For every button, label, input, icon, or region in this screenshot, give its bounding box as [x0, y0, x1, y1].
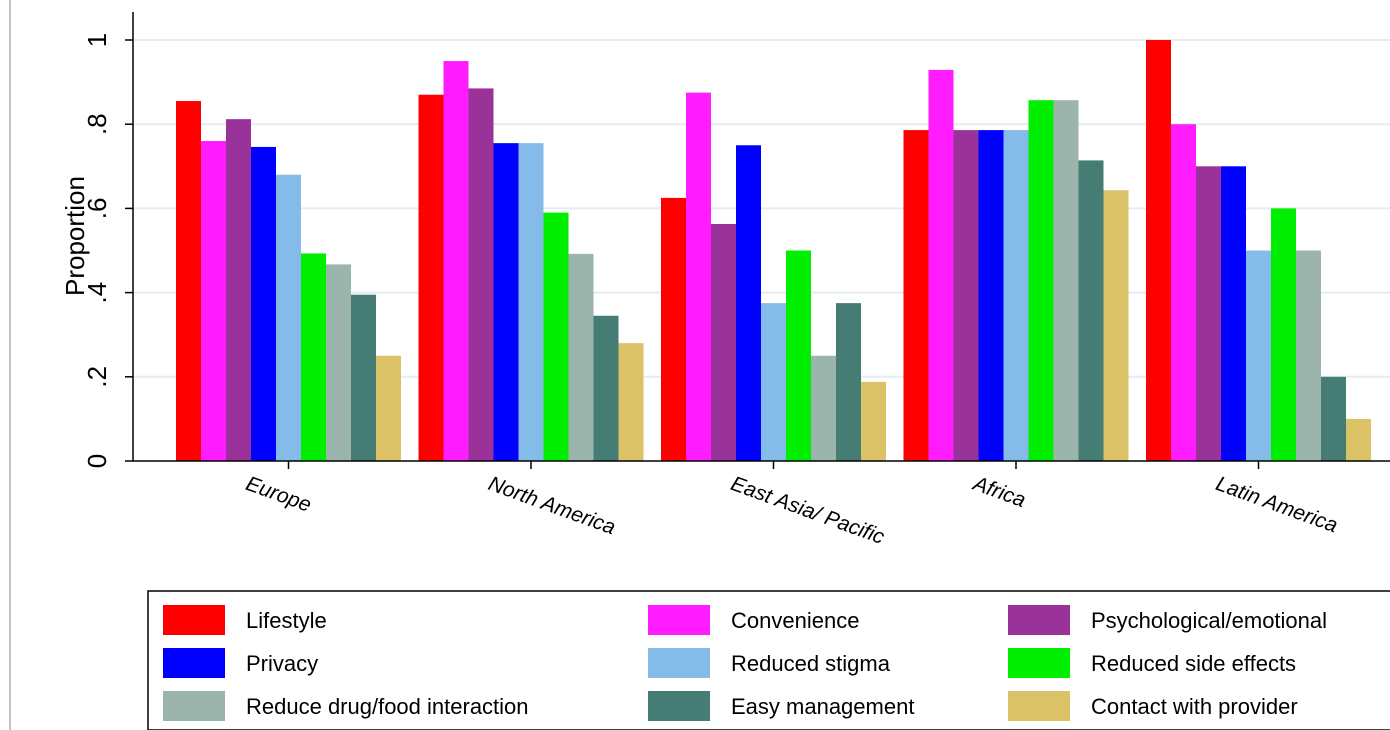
- legend-label-6: Reduce drug/food interaction: [246, 694, 529, 719]
- bar-0-2: [226, 119, 251, 461]
- bar-2-5: [786, 250, 811, 461]
- bars: [176, 40, 1371, 462]
- bar-0-5: [301, 253, 326, 461]
- bar-4-3: [1221, 166, 1246, 462]
- bar-0-6: [326, 264, 351, 461]
- bar-3-1: [928, 69, 954, 462]
- axes: [132, 12, 1390, 462]
- bar-2-2: [711, 223, 736, 461]
- bar-0-1: [201, 141, 226, 462]
- bar-3-7: [1078, 160, 1104, 461]
- legend: Lifestyle Convenience Psychological/emotio…: [147, 590, 1390, 730]
- bar-1-1: [443, 61, 469, 462]
- legend-swatch-3: [163, 648, 225, 678]
- y-tick-label-5: 1: [82, 33, 112, 47]
- bar-0-3: [251, 146, 276, 461]
- legend-swatch-4: [648, 648, 710, 678]
- bar-2-6: [811, 355, 836, 461]
- bar-4-1: [1171, 124, 1196, 461]
- bar-3-4: [1003, 130, 1029, 461]
- legend-frame: [147, 590, 1390, 730]
- y-tick-label-2: .4: [82, 282, 112, 304]
- bar-1-3: [493, 143, 519, 461]
- y-tick-label-1: .2: [82, 366, 112, 388]
- bar-3-0: [903, 130, 929, 461]
- y-tick-label-3: .6: [82, 198, 112, 220]
- bar-1-0: [418, 94, 444, 461]
- legend-label-0: Lifestyle: [246, 608, 327, 633]
- legend-swatch-0: [163, 605, 225, 635]
- legend-swatch-1: [648, 605, 710, 635]
- legend-label-3: Privacy: [246, 651, 318, 676]
- legend-label-7: Easy management: [731, 694, 914, 719]
- bar-0-0: [176, 101, 201, 462]
- x-tick-label-1: North America: [485, 472, 618, 539]
- legend-swatch-7: [648, 691, 710, 721]
- legend-label-8: Contact with provider: [1091, 694, 1298, 719]
- bar-0-7: [351, 294, 376, 461]
- bar-3-5: [1028, 100, 1054, 461]
- bar-2-1: [686, 92, 711, 461]
- bar-2-3: [736, 145, 761, 461]
- legend-swatch-2: [1008, 605, 1070, 635]
- bar-3-8: [1103, 190, 1129, 461]
- bar-2-8: [861, 381, 886, 461]
- bar-4-4: [1246, 250, 1271, 461]
- bar-2-4: [761, 303, 786, 461]
- bar-3-3: [978, 130, 1004, 461]
- y-tick-label-0: 0: [82, 454, 112, 468]
- bar-4-5: [1271, 208, 1296, 461]
- bar-3-2: [953, 130, 979, 461]
- bar-2-7: [836, 303, 861, 461]
- bar-0-4: [276, 174, 301, 461]
- x-tick-label-0: Europe: [243, 472, 315, 517]
- bar-1-7: [593, 315, 619, 461]
- legend-swatch-6: [163, 691, 225, 721]
- bar-1-8: [618, 343, 644, 461]
- legend-swatch-8: [1008, 691, 1070, 721]
- bar-4-7: [1321, 376, 1346, 461]
- y-ticks: 0 .2 .4 .6 .8 1: [82, 33, 133, 468]
- bar-4-0: [1146, 40, 1171, 461]
- bar-1-4: [518, 143, 544, 461]
- y-axis-label: Proportion: [60, 176, 90, 296]
- legend-label-2: Psychological/emotional: [1091, 608, 1327, 633]
- bar-1-6: [568, 253, 594, 461]
- legend-label-1: Convenience: [731, 608, 859, 633]
- bar-4-6: [1296, 250, 1321, 461]
- legend-label-5: Reduced side effects: [1091, 651, 1296, 676]
- x-tick-labels: Europe North America East Asia/ Pacific Afr…: [243, 461, 1341, 549]
- legend-swatch-5: [1008, 648, 1070, 678]
- legend-label-4: Reduced stigma: [731, 651, 891, 676]
- bar-4-8: [1346, 418, 1371, 461]
- x-tick-label-2: East Asia/ Pacific: [728, 472, 888, 549]
- bar-1-2: [468, 88, 494, 461]
- y-tick-label-4: .8: [82, 113, 112, 135]
- x-tick-label-4: Latin America: [1213, 472, 1341, 537]
- bar-1-5: [543, 212, 569, 461]
- x-tick-label-3: Africa: [968, 471, 1028, 512]
- bar-0-8: [376, 355, 401, 461]
- bar-2-0: [661, 197, 686, 461]
- bar-3-6: [1053, 100, 1079, 461]
- bar-4-2: [1196, 166, 1221, 462]
